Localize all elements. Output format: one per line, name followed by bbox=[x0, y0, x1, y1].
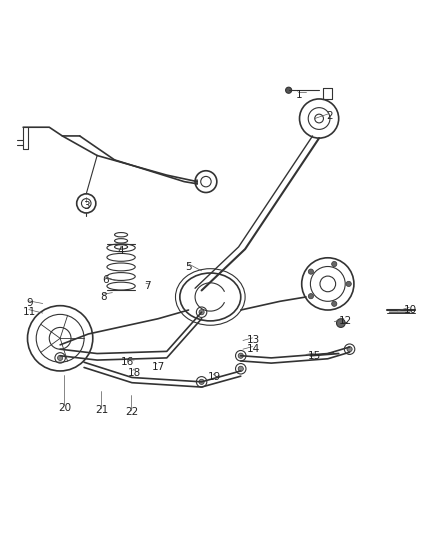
Circle shape bbox=[332, 261, 337, 266]
Text: 14: 14 bbox=[247, 344, 261, 354]
Text: 5: 5 bbox=[185, 262, 192, 271]
Text: 12: 12 bbox=[339, 316, 352, 326]
Circle shape bbox=[238, 366, 244, 372]
Text: 22: 22 bbox=[125, 407, 138, 417]
Text: 7: 7 bbox=[144, 281, 151, 291]
Text: 8: 8 bbox=[100, 292, 107, 302]
Text: 17: 17 bbox=[152, 361, 165, 372]
Text: 9: 9 bbox=[26, 298, 33, 309]
Circle shape bbox=[199, 310, 204, 315]
Circle shape bbox=[336, 319, 345, 327]
Text: 10: 10 bbox=[404, 305, 417, 315]
Text: 2: 2 bbox=[327, 111, 333, 122]
Circle shape bbox=[347, 346, 352, 352]
Text: 4: 4 bbox=[118, 246, 124, 256]
Text: 21: 21 bbox=[95, 405, 108, 415]
Text: 15: 15 bbox=[308, 351, 321, 361]
Text: 3: 3 bbox=[83, 200, 89, 211]
Text: 1: 1 bbox=[296, 90, 303, 100]
Text: 6: 6 bbox=[102, 274, 109, 285]
Text: 19: 19 bbox=[208, 373, 221, 383]
Text: 13: 13 bbox=[247, 335, 261, 345]
Circle shape bbox=[308, 269, 314, 274]
Text: 20: 20 bbox=[58, 403, 71, 413]
Text: 16: 16 bbox=[121, 357, 134, 367]
Text: 11: 11 bbox=[23, 307, 36, 317]
Circle shape bbox=[57, 356, 63, 360]
Circle shape bbox=[199, 379, 204, 384]
Circle shape bbox=[332, 301, 337, 306]
Text: 18: 18 bbox=[127, 368, 141, 378]
Circle shape bbox=[346, 281, 351, 287]
Circle shape bbox=[308, 294, 314, 299]
Circle shape bbox=[286, 87, 292, 93]
Circle shape bbox=[238, 353, 244, 358]
